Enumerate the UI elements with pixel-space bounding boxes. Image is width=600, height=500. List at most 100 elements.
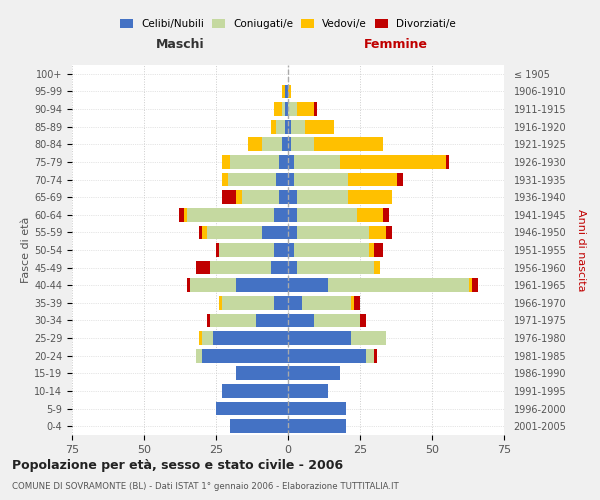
- Bar: [288, 102, 296, 116]
- Bar: [397, 172, 403, 186]
- Bar: [469, 278, 472, 292]
- Bar: [271, 260, 288, 274]
- Bar: [222, 155, 230, 169]
- Bar: [383, 208, 389, 222]
- Bar: [288, 172, 294, 186]
- Bar: [368, 243, 374, 257]
- Bar: [288, 208, 296, 222]
- Bar: [296, 102, 314, 116]
- Bar: [236, 278, 288, 292]
- Bar: [282, 138, 288, 151]
- Bar: [288, 260, 296, 274]
- Bar: [349, 190, 392, 204]
- Bar: [374, 349, 377, 362]
- Bar: [288, 243, 294, 257]
- Bar: [296, 208, 357, 222]
- Bar: [274, 243, 288, 257]
- Bar: [354, 296, 360, 310]
- Bar: [288, 314, 314, 328]
- Bar: [213, 331, 288, 345]
- Bar: [202, 349, 288, 362]
- Text: Maschi: Maschi: [155, 38, 205, 51]
- Bar: [222, 190, 236, 204]
- Bar: [236, 366, 288, 380]
- Bar: [199, 331, 202, 345]
- Bar: [190, 278, 236, 292]
- Bar: [202, 331, 213, 345]
- Bar: [216, 243, 219, 257]
- Bar: [314, 314, 360, 328]
- Bar: [386, 226, 392, 239]
- Bar: [294, 172, 349, 186]
- Bar: [366, 349, 374, 362]
- Bar: [210, 260, 271, 274]
- Bar: [184, 208, 187, 222]
- Bar: [274, 296, 288, 310]
- Bar: [288, 296, 302, 310]
- Bar: [219, 296, 222, 310]
- Bar: [230, 420, 288, 433]
- Bar: [187, 208, 274, 222]
- Bar: [296, 190, 349, 204]
- Bar: [219, 243, 274, 257]
- Bar: [294, 155, 340, 169]
- Bar: [368, 226, 386, 239]
- Bar: [222, 384, 288, 398]
- Bar: [302, 296, 352, 310]
- Bar: [291, 120, 305, 134]
- Bar: [349, 172, 397, 186]
- Bar: [288, 331, 352, 345]
- Bar: [328, 278, 469, 292]
- Bar: [179, 208, 184, 222]
- Bar: [288, 120, 291, 134]
- Text: COMUNE DI SOVRAMONTE (BL) - Dati ISTAT 1° gennaio 2006 - Elaborazione TUTTITALIA: COMUNE DI SOVRAMONTE (BL) - Dati ISTAT 1…: [12, 482, 399, 491]
- Bar: [282, 102, 285, 116]
- Bar: [248, 138, 262, 151]
- Bar: [352, 331, 386, 345]
- Bar: [360, 314, 366, 328]
- Bar: [288, 226, 296, 239]
- Bar: [294, 243, 368, 257]
- Bar: [288, 190, 296, 204]
- Bar: [271, 120, 277, 134]
- Bar: [296, 226, 368, 239]
- Y-axis label: Anni di nascita: Anni di nascita: [576, 209, 586, 291]
- Bar: [208, 314, 210, 328]
- Bar: [208, 226, 262, 239]
- Bar: [280, 155, 288, 169]
- Bar: [288, 84, 291, 98]
- Bar: [222, 296, 274, 310]
- Bar: [291, 138, 314, 151]
- Bar: [285, 84, 288, 98]
- Bar: [199, 226, 202, 239]
- Bar: [242, 190, 280, 204]
- Bar: [288, 384, 328, 398]
- Bar: [274, 208, 288, 222]
- Bar: [288, 420, 346, 433]
- Bar: [230, 155, 280, 169]
- Bar: [280, 190, 288, 204]
- Bar: [236, 190, 242, 204]
- Bar: [196, 260, 210, 274]
- Bar: [305, 120, 334, 134]
- Bar: [282, 84, 285, 98]
- Bar: [288, 349, 366, 362]
- Bar: [357, 208, 383, 222]
- Bar: [340, 155, 446, 169]
- Bar: [288, 278, 328, 292]
- Bar: [314, 138, 383, 151]
- Bar: [222, 172, 227, 186]
- Bar: [274, 102, 282, 116]
- Bar: [288, 366, 340, 380]
- Bar: [202, 226, 208, 239]
- Bar: [256, 314, 288, 328]
- Bar: [227, 172, 277, 186]
- Bar: [374, 243, 383, 257]
- Y-axis label: Fasce di età: Fasce di età: [21, 217, 31, 283]
- Text: Popolazione per età, sesso e stato civile - 2006: Popolazione per età, sesso e stato civil…: [12, 460, 343, 472]
- Bar: [314, 102, 317, 116]
- Bar: [277, 172, 288, 186]
- Bar: [288, 402, 346, 415]
- Bar: [472, 278, 478, 292]
- Bar: [352, 296, 354, 310]
